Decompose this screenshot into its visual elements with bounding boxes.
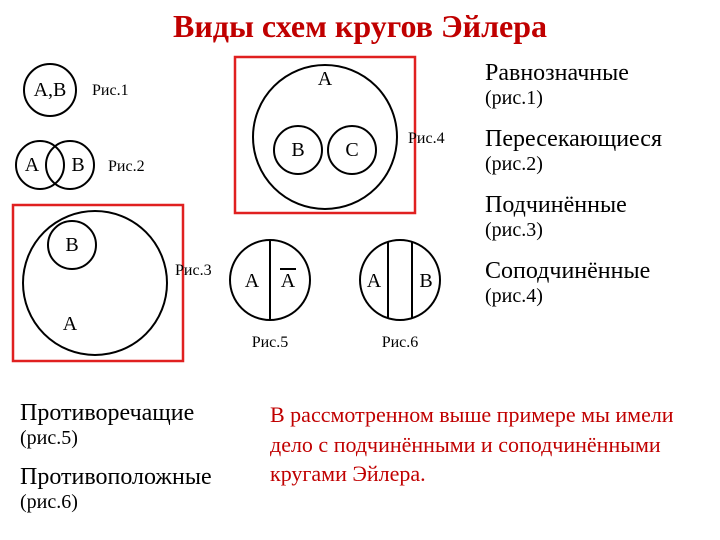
fig5-labelL: A [245,270,260,292]
fig4-labelB: B [291,139,304,161]
fig6-caption: Рис.6 [382,334,419,351]
fig1-caption: Рис.1 [92,82,129,99]
fig2-labelA: A [25,154,40,176]
footer-note: В рассмотренном выше примере мы имели де… [270,400,690,489]
fig6-labelL: A [367,270,382,292]
legend-item: Противоречащие (рис.5) [20,400,250,450]
legend-label: Пересекающиеся [485,126,710,153]
legend-bottom-left: Противоречащие (рис.5) Противоположные (… [20,400,250,528]
legend-ref: (рис.6) [20,491,250,514]
fig6-group: A B Рис.6 [360,240,440,351]
fig3-labelB: B [65,234,78,256]
fig4-group: A B C Рис.4 [235,57,445,213]
legend-label: Противоречащие [20,400,250,427]
fig3-group: B A Рис.3 [13,205,212,361]
euler-diagrams-stage: A,B Рис.1 A B Рис.2 B A Рис.3 A B C Рис.… [10,55,470,365]
legend-ref: (рис.4) [485,285,710,308]
legend-label: Подчинённые [485,192,710,219]
legend-right: Равнозначные (рис.1) Пересекающиеся (рис… [485,60,710,324]
fig1-group: A,B Рис.1 [24,64,129,116]
legend-item: Соподчинённые (рис.4) [485,258,710,308]
fig6-labelR: B [419,270,432,292]
legend-ref: (рис.2) [485,153,710,176]
fig2-group: A B Рис.2 [16,141,145,189]
legend-label: Равнозначные [485,60,710,87]
fig5-group: A A Рис.5 [230,240,310,351]
legend-item: Противоположные (рис.6) [20,464,250,514]
fig5-labelR: A [281,270,296,292]
legend-ref: (рис.5) [20,427,250,450]
legend-item: Подчинённые (рис.3) [485,192,710,242]
fig2-labelB: B [71,154,84,176]
page-title: Виды схем кругов Эйлера [0,8,720,45]
fig4-labelA: A [318,68,333,90]
legend-item: Равнозначные (рис.1) [485,60,710,110]
fig5-caption: Рис.5 [252,334,289,351]
legend-label: Соподчинённые [485,258,710,285]
legend-item: Пересекающиеся (рис.2) [485,126,710,176]
fig4-labelC: C [345,139,358,161]
fig1-label: A,B [34,79,67,101]
legend-ref: (рис.1) [485,87,710,110]
fig4-caption: Рис.4 [408,130,445,147]
fig2-caption: Рис.2 [108,158,145,175]
legend-ref: (рис.3) [485,219,710,242]
fig3-caption: Рис.3 [175,262,212,279]
fig3-labelA: A [63,313,78,335]
legend-label: Противоположные [20,464,250,491]
